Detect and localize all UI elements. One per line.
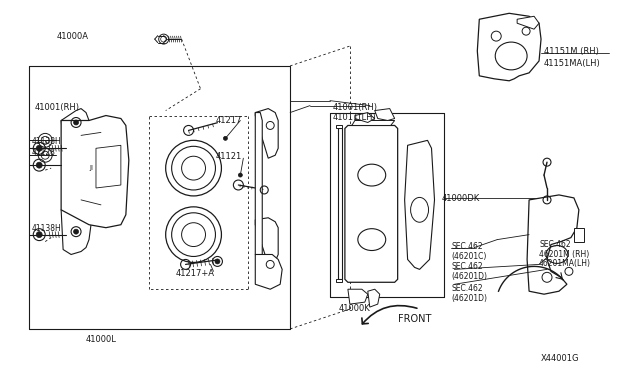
Polygon shape	[255, 254, 282, 289]
Circle shape	[36, 232, 42, 238]
Text: 41151M (RH): 41151M (RH)	[544, 47, 599, 56]
Polygon shape	[255, 113, 262, 262]
Polygon shape	[61, 116, 129, 228]
Polygon shape	[375, 109, 395, 121]
Polygon shape	[61, 205, 91, 254]
Circle shape	[238, 173, 243, 177]
Polygon shape	[404, 140, 435, 269]
Text: 41000L: 41000L	[86, 335, 116, 344]
Text: 41000K: 41000K	[339, 304, 371, 313]
Circle shape	[215, 259, 220, 264]
Text: 41001(RH): 41001(RH)	[35, 103, 79, 112]
Text: 41217+A: 41217+A	[175, 269, 214, 278]
Text: 41138H: 41138H	[31, 137, 61, 146]
Text: 41001(RH): 41001(RH)	[333, 103, 378, 112]
Polygon shape	[255, 109, 278, 158]
Text: 46201M (RH): 46201M (RH)	[539, 250, 589, 259]
Text: SEC.462: SEC.462	[539, 240, 571, 248]
Text: 41151MA(LH): 41151MA(LH)	[544, 59, 601, 68]
Polygon shape	[338, 128, 342, 279]
Circle shape	[223, 137, 227, 140]
Circle shape	[36, 162, 42, 168]
Text: (46201C): (46201C)	[451, 251, 487, 260]
Circle shape	[74, 229, 79, 234]
Polygon shape	[61, 109, 91, 158]
Text: (46201D): (46201D)	[451, 272, 488, 281]
Polygon shape	[336, 125, 342, 128]
Polygon shape	[477, 13, 541, 81]
Polygon shape	[368, 289, 380, 307]
Text: 41011(LH): 41011(LH)	[333, 113, 377, 122]
Text: SEC.462: SEC.462	[451, 241, 483, 251]
Polygon shape	[345, 125, 397, 282]
Polygon shape	[517, 16, 539, 29]
Polygon shape	[336, 279, 342, 282]
Text: JI: JI	[89, 165, 93, 171]
Text: 46201MA(LH): 46201MA(LH)	[539, 259, 591, 269]
Text: 41128: 41128	[31, 148, 55, 157]
Circle shape	[36, 145, 42, 151]
Text: SEC.462: SEC.462	[451, 284, 483, 293]
Text: FRONT: FRONT	[397, 314, 431, 324]
Polygon shape	[355, 113, 375, 122]
Polygon shape	[352, 121, 395, 125]
Text: 41138H: 41138H	[31, 224, 61, 233]
Polygon shape	[255, 218, 278, 264]
Text: 41121: 41121	[216, 152, 242, 161]
Circle shape	[74, 120, 79, 125]
Polygon shape	[96, 145, 121, 188]
Text: (46201D): (46201D)	[451, 294, 488, 303]
Text: 41217: 41217	[216, 116, 242, 125]
Text: 41000A: 41000A	[56, 32, 88, 41]
Polygon shape	[574, 228, 584, 241]
Text: X44001G: X44001G	[540, 354, 579, 363]
Text: SEC.462: SEC.462	[451, 262, 483, 272]
Polygon shape	[348, 289, 368, 304]
Polygon shape	[527, 195, 579, 294]
Text: 41000DK: 41000DK	[442, 194, 480, 203]
